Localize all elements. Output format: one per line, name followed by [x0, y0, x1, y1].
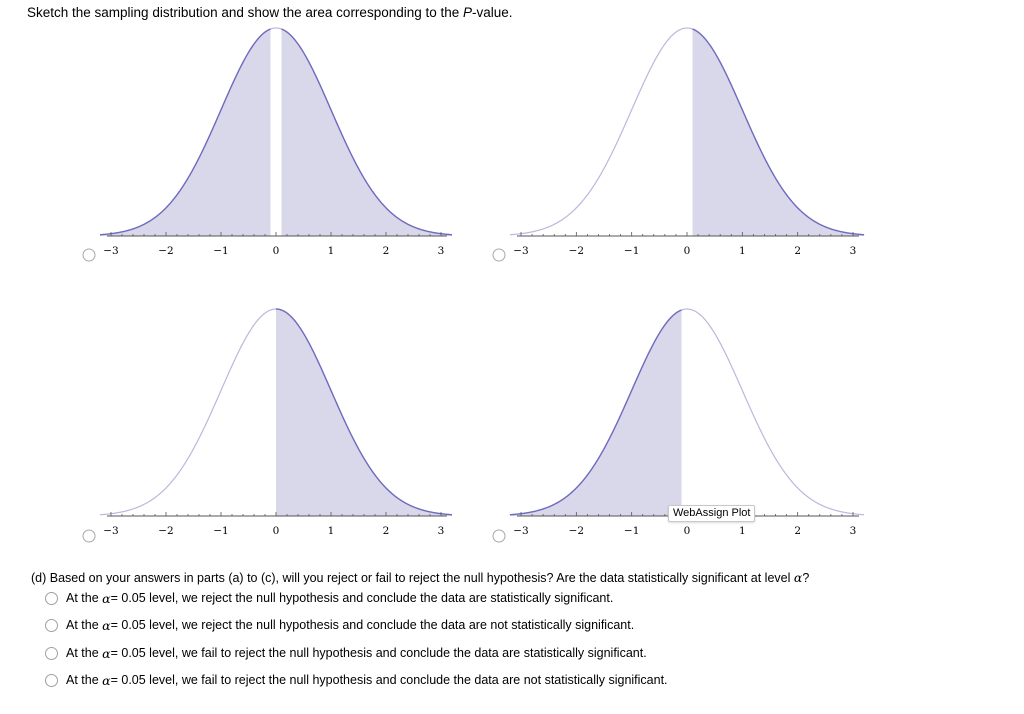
tick-label-1: −1 — [213, 245, 228, 257]
plot-option-radio-3[interactable] — [82, 529, 96, 543]
radio-button[interactable] — [45, 591, 58, 605]
tick-label-3: −1 — [213, 525, 228, 537]
tick-label-2: −1 — [624, 245, 639, 257]
shaded-area-3-1 — [276, 309, 452, 516]
answer-option-1[interactable]: At the α = 0.05 level, we reject the nul… — [45, 589, 613, 607]
tick-label-4: 1 — [739, 525, 746, 537]
answer-option-4[interactable]: At the α = 0.05 level, we fail to reject… — [45, 671, 668, 689]
tick-label-4: −3 — [513, 525, 528, 537]
tick-label-4: 2 — [794, 525, 801, 537]
tick-label-1: −2 — [158, 245, 173, 257]
tick-label-1: 1 — [328, 245, 335, 257]
radio-button[interactable] — [45, 646, 58, 660]
tick-label-1: −3 — [103, 245, 118, 257]
tick-label-3: −2 — [158, 525, 173, 537]
tick-label-2: 1 — [739, 245, 746, 257]
tick-label-2: −3 — [513, 245, 528, 257]
density-curve-shaded-3-1 — [275, 308, 453, 516]
radio-button[interactable] — [45, 673, 58, 687]
tick-label-4: 0 — [684, 525, 691, 537]
webassign-plot-tooltip: WebAssign Plot — [668, 505, 756, 522]
tick-label-3: 2 — [383, 525, 390, 537]
plots-canvas: −3 −2 −1 0 1 2 3 −3 −2 −1 0 1 2 3 −3 −2 −1 0 1 2 3 −3 −2 −1 0 1 2 3 — [82, 27, 865, 543]
tick-label-3: 3 — [438, 525, 445, 537]
tick-label-2: 0 — [684, 245, 691, 257]
plot-option-radio-2[interactable] — [492, 248, 506, 262]
tick-label-3: −3 — [103, 525, 118, 537]
density-curve-shaded-1-2 — [281, 28, 453, 236]
shaded-area-1-2 — [281, 29, 452, 236]
tick-label-1: 2 — [383, 245, 390, 257]
instruction-text: Sketch the sampling distribution and sho… — [27, 5, 513, 20]
density-curve-2 — [509, 27, 865, 236]
tick-label-4: 3 — [850, 525, 857, 537]
tick-label-2: 2 — [794, 245, 801, 257]
tick-label-2: −2 — [569, 245, 584, 257]
question-d: (d) Based on your answers in parts (a) t… — [31, 570, 810, 585]
answer-option-2[interactable]: At the α = 0.05 level, we reject the nul… — [45, 616, 634, 634]
answer-option-3[interactable]: At the α = 0.05 level, we fail to reject… — [45, 644, 647, 662]
density-curve-1 — [99, 27, 453, 236]
plot-option-radio-4[interactable] — [492, 529, 506, 543]
tick-label-1: 0 — [273, 245, 280, 257]
tick-label-3: 0 — [273, 525, 280, 537]
tick-label-3: 1 — [328, 525, 335, 537]
shaded-area-1-1 — [100, 29, 271, 236]
density-curve-shaded-4-1 — [509, 309, 682, 516]
density-curve-shaded-1-1 — [99, 28, 271, 236]
radio-button[interactable] — [45, 618, 58, 632]
distribution-plots: −3 −2 −1 0 1 2 3 −3 −2 −1 0 1 2 3 −3 −2 −1 0 1 2 3 −3 −2 −1 0 1 2 3 — [82, 27, 865, 543]
shaded-area-4-1 — [509, 310, 682, 516]
tick-label-2: 3 — [850, 245, 857, 257]
density-curve-4 — [509, 308, 865, 516]
tick-label-4: −1 — [624, 525, 639, 537]
density-curve-shaded-2-1 — [692, 28, 865, 236]
shaded-area-2-1 — [692, 29, 865, 236]
tick-label-4: −2 — [569, 525, 584, 537]
tick-label-1: 3 — [438, 245, 445, 257]
plot-option-radio-1[interactable] — [82, 248, 96, 262]
